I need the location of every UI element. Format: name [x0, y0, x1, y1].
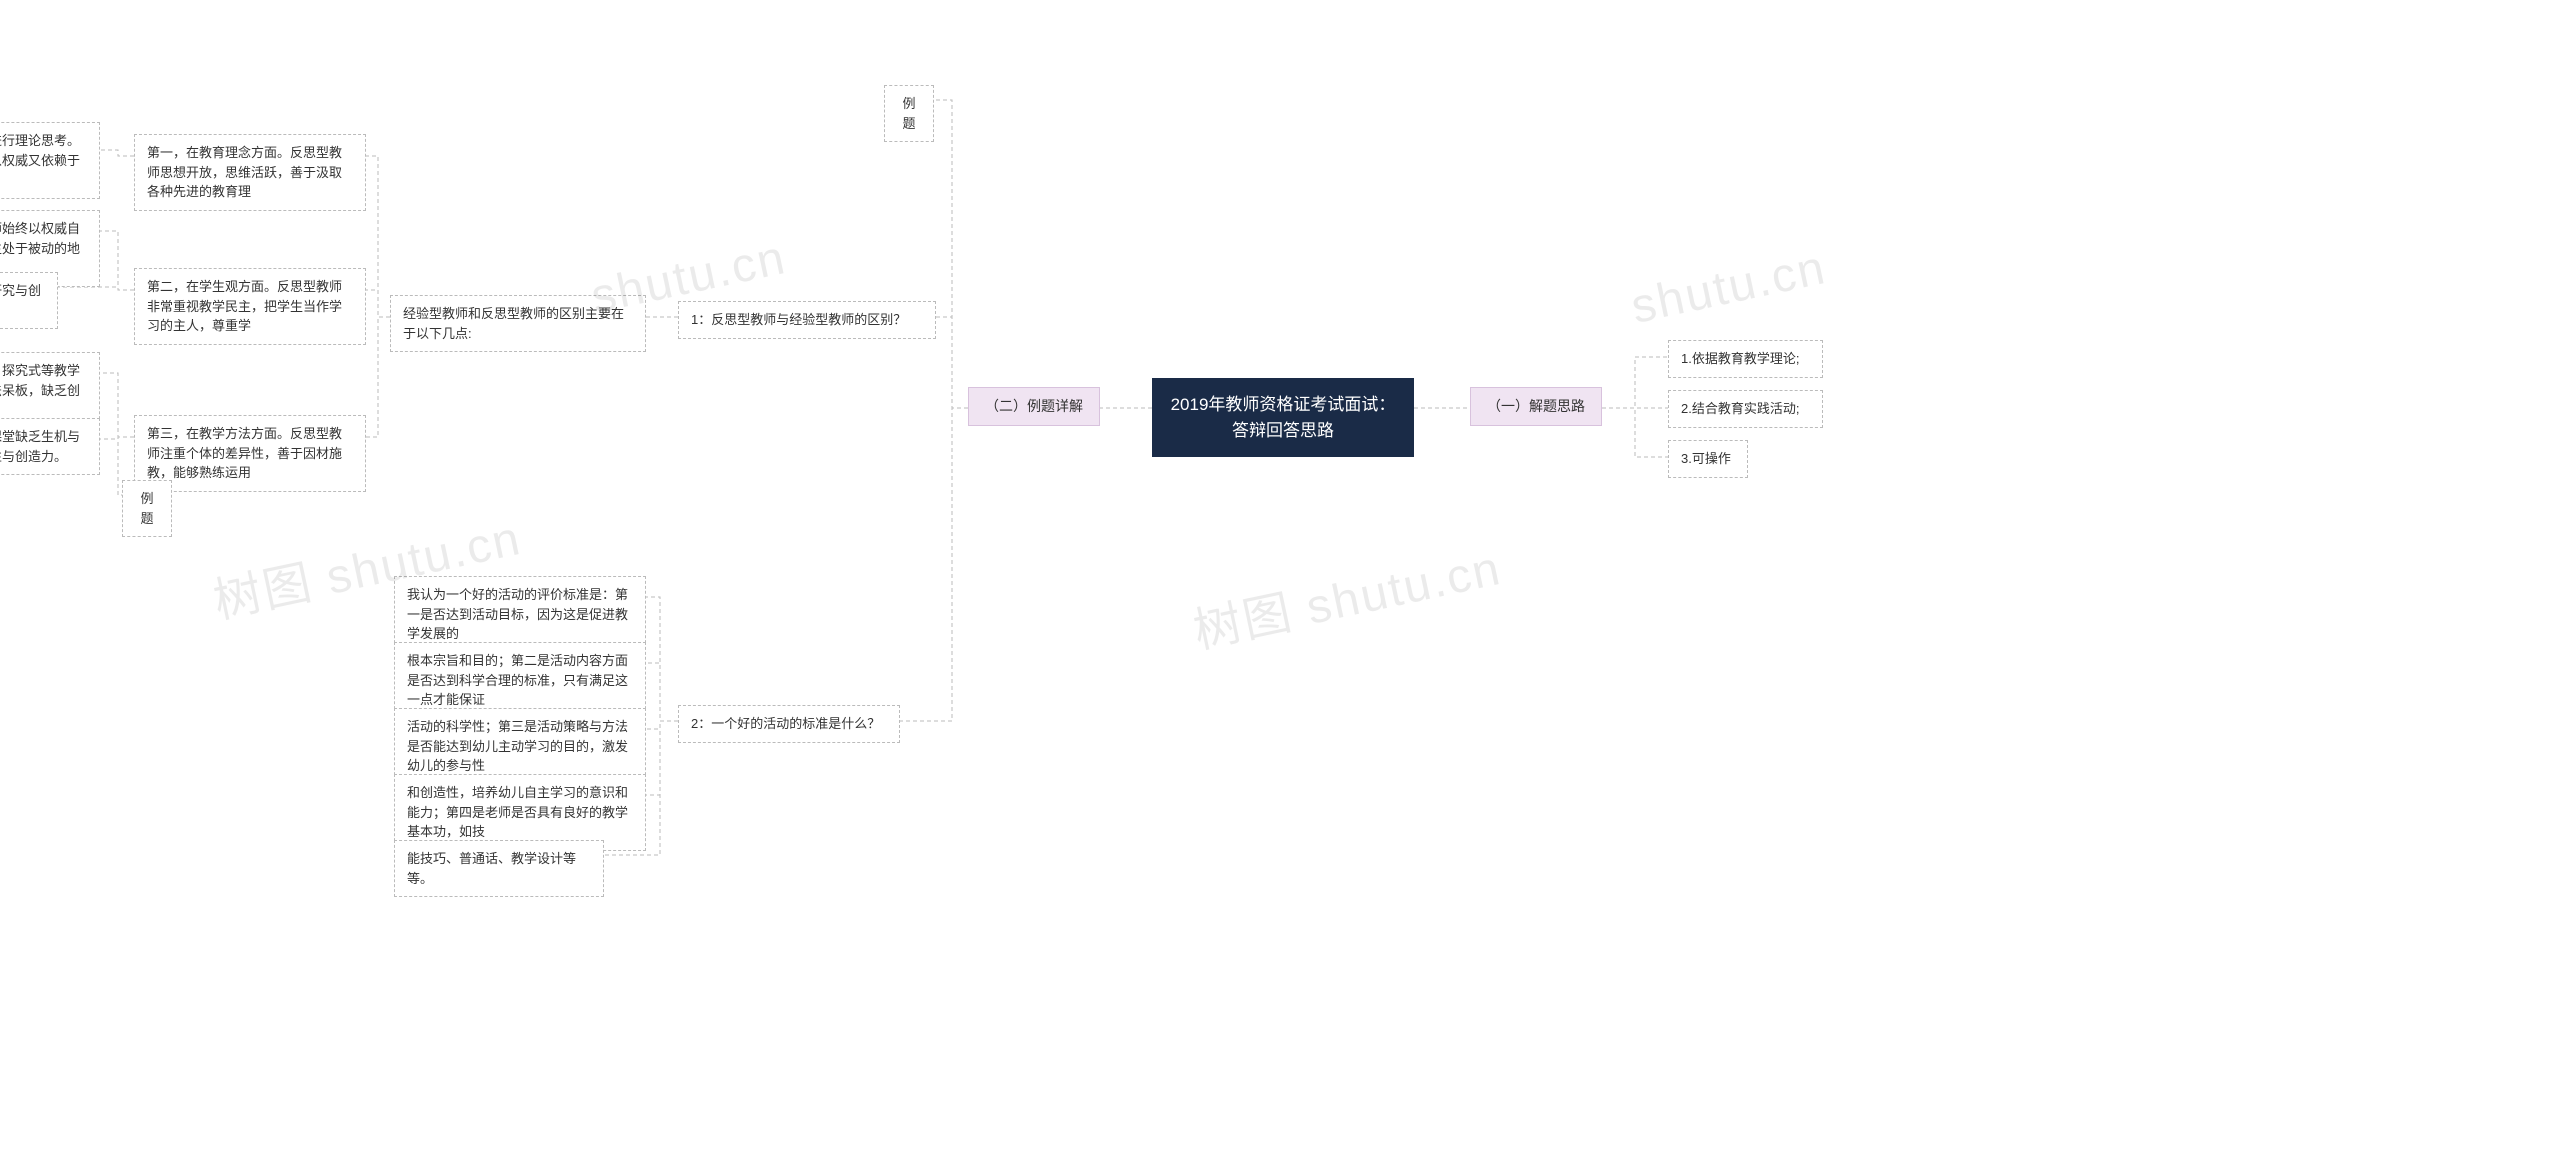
q2-point-4: 能技巧、普通话、教学设计等等。 — [394, 840, 604, 897]
right-leaf-0: 1.依据教育教学理论; — [1668, 340, 1823, 378]
q1-p1-extra-0: 念，并结合自己的教学实践进行理论思考。而经验型教师思想保守，顺从权威又依赖于经验… — [0, 122, 100, 199]
root-text: 2019年教师资格证考试面试：答辩回答思路 — [1171, 395, 1396, 440]
q1-p3-extra-2: 例题 — [122, 480, 172, 537]
q1-point-2: 第二，在学生观方面。反思型教师非常重视教学民主，把学生当作学习的主人，尊重学 — [134, 268, 366, 345]
root-node: 2019年教师资格证考试面试：答辩回答思路 — [1152, 378, 1414, 457]
connectors — [0, 0, 2560, 1173]
watermark: 树图 shutu.cn — [1186, 528, 1507, 662]
q1-p2-extra-1: 师生缺乏合作与交流，缺乏研究与创新。 — [0, 272, 58, 329]
watermark: shutu.cn — [1626, 240, 1831, 335]
left-top-example: 例题 — [884, 85, 934, 142]
section-left-label: （二）例题详解 — [985, 398, 1083, 414]
section-right: （一）解题思路 — [1470, 387, 1602, 426]
right-leaf-2: 3.可操作 — [1668, 440, 1748, 478]
q1-sub: 经验型教师和反思型教师的区别主要在于以下几点: — [390, 295, 646, 352]
section-right-label: （一）解题思路 — [1487, 398, 1585, 414]
section-left: （二）例题详解 — [968, 387, 1100, 426]
question-1: 1：反思型教师与经验型教师的区别？ — [678, 301, 936, 339]
question-2: 2：一个好的活动的标准是什么？ — [678, 705, 900, 743]
q1-point-1: 第一，在教育理念方面。反思型教师思想开放，思维活跃，善于汲取各种先进的教育理 — [134, 134, 366, 211]
q1-p3-extra-1: 多采用讲授、灌输的方法，课堂缺乏生机与活力，培养的学生也缺乏个性与创造力。 — [0, 418, 100, 475]
right-leaf-1: 2.结合教育实践活动; — [1668, 390, 1823, 428]
